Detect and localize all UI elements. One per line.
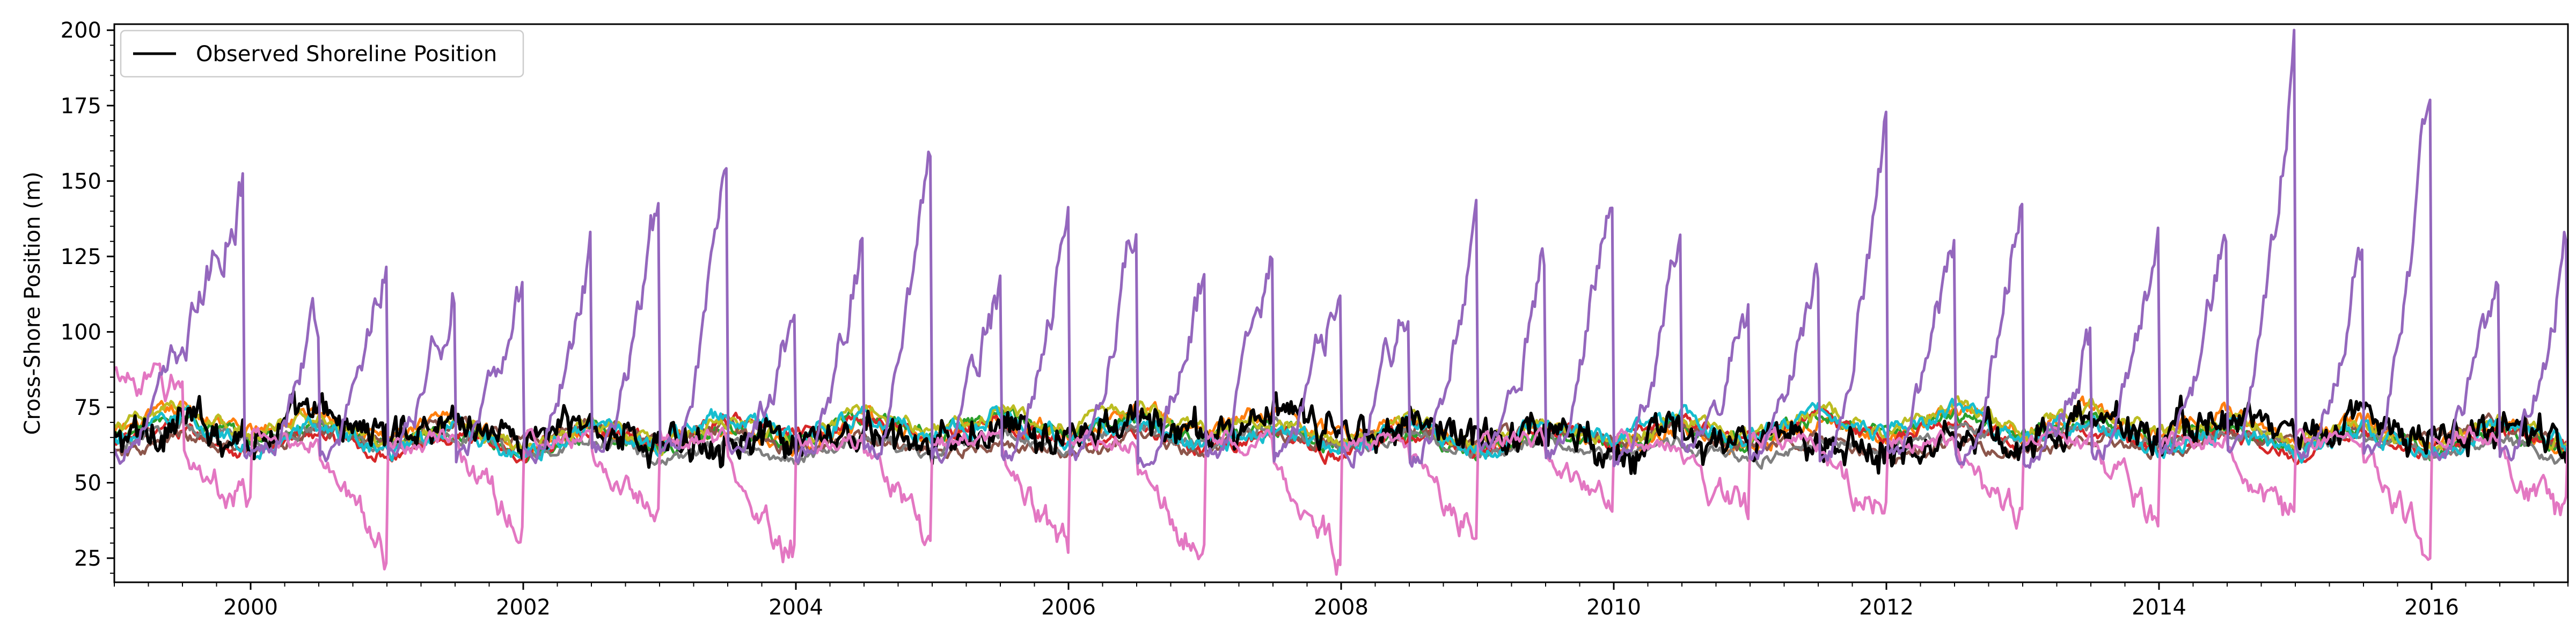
series-layer: [114, 28, 2568, 576]
legend: Observed Shoreline Position: [120, 30, 524, 78]
y-tick-label: 125: [61, 245, 101, 269]
y-tick-label: 200: [61, 18, 101, 43]
x-tick-label: 2014: [2132, 595, 2186, 620]
y-tick-label: 25: [74, 546, 101, 571]
series-line-4: [114, 28, 2568, 469]
y-axis-label: Cross-Shore Position (m): [20, 172, 45, 435]
x-tick-label: 2004: [769, 595, 823, 620]
x-tick-label: 2008: [1314, 595, 1368, 620]
y-tick-label: 100: [61, 320, 101, 345]
legend-box: [120, 30, 524, 78]
y-tick-label: 150: [61, 169, 101, 194]
y-tick-label: 50: [74, 471, 101, 495]
legend-entry-observed: Observed Shoreline Position: [196, 42, 497, 67]
x-tick-label: 2000: [223, 595, 278, 620]
x-tick-label: 2010: [1586, 595, 1641, 620]
x-axis: 2000 2002 2004 2006 2008 2010 2012 2014 2016: [114, 582, 2568, 620]
x-tick-label: 2016: [2404, 595, 2459, 620]
y-tick-label: 175: [61, 94, 101, 119]
y-tick-label: 75: [74, 396, 101, 420]
x-tick-label: 2012: [1859, 595, 1914, 620]
y-axis: 25 50 75 100 125 150 175 200: [61, 18, 114, 574]
series-line-6: [114, 362, 2568, 576]
x-tick-label: 2002: [496, 595, 551, 620]
x-tick-label: 2006: [1041, 595, 1096, 620]
